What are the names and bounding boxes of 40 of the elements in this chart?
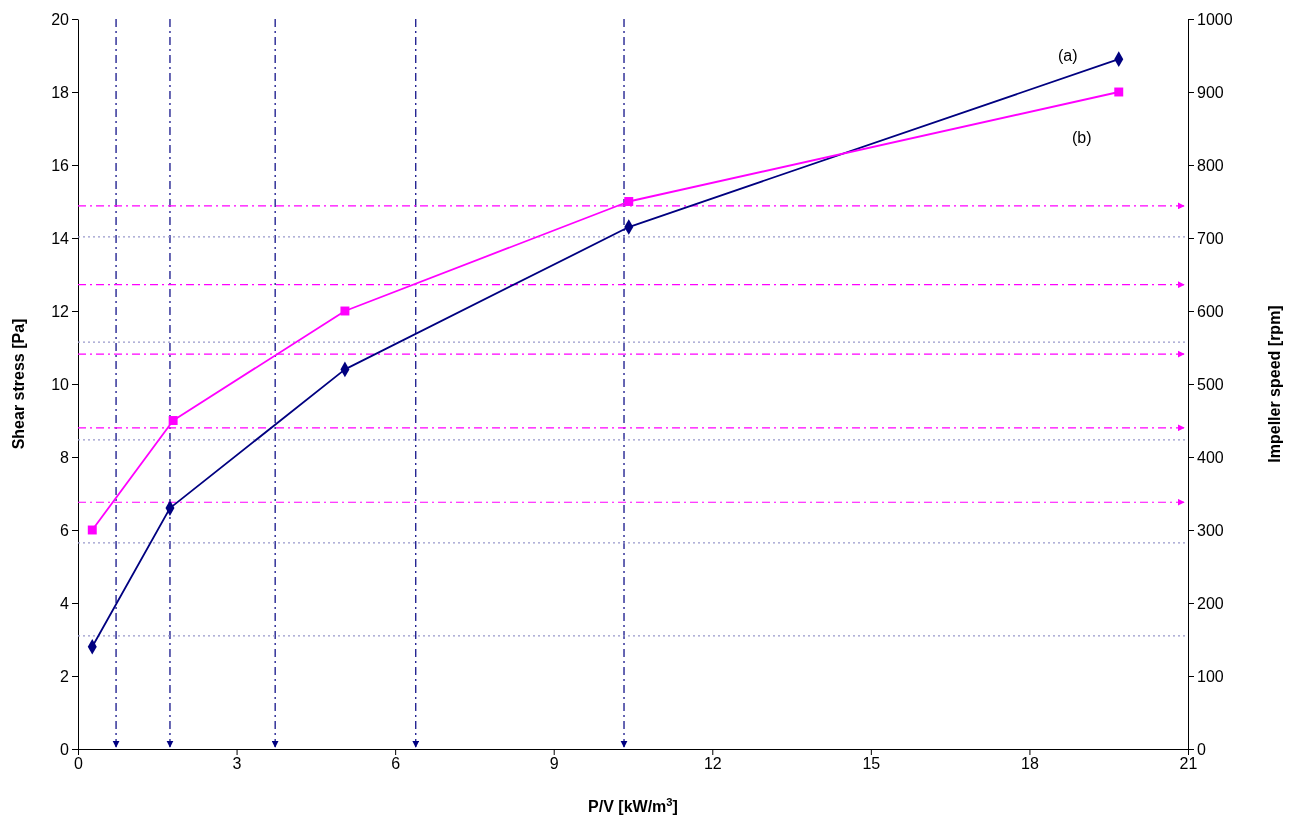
y-tick-label: 18 bbox=[51, 83, 70, 101]
y2-tick-label: 500 bbox=[1197, 375, 1224, 393]
y2-tick-label: 100 bbox=[1197, 667, 1224, 685]
y-tick-label: 0 bbox=[60, 740, 70, 758]
point bbox=[87, 525, 97, 535]
y2-axis-title: Impeller speed [rpm] bbox=[1266, 305, 1283, 463]
annotation: (a) bbox=[1057, 47, 1078, 65]
y2-tick-label: 200 bbox=[1197, 594, 1224, 612]
y2-tick-label: 900 bbox=[1197, 83, 1224, 101]
y2-tick-label: 400 bbox=[1197, 448, 1224, 466]
y-tick-label: 16 bbox=[51, 156, 70, 174]
y-tick-label: 14 bbox=[51, 229, 70, 247]
y-tick-label: 6 bbox=[60, 521, 70, 539]
y2-tick-label: 1000 bbox=[1197, 10, 1233, 28]
y2-tick-label: 300 bbox=[1197, 521, 1224, 539]
y2-tick-label: 0 bbox=[1197, 740, 1206, 758]
point bbox=[168, 416, 178, 425]
y2-tick-label: 600 bbox=[1197, 302, 1224, 320]
x-tick-label: 9 bbox=[549, 755, 559, 773]
y-tick-label: 10 bbox=[51, 375, 70, 393]
point bbox=[1114, 87, 1124, 97]
x-tick-label: 12 bbox=[703, 755, 722, 773]
x-tick-label: 6 bbox=[391, 755, 401, 773]
y-tick-label: 12 bbox=[51, 302, 70, 320]
y-tick-label: 4 bbox=[60, 594, 70, 612]
x-tick-label: 15 bbox=[862, 755, 881, 773]
x-tick-label: 0 bbox=[74, 755, 84, 773]
y-tick-label: 2 bbox=[60, 667, 70, 685]
x-tick-label: 18 bbox=[1021, 755, 1039, 773]
x-tick-label: 3 bbox=[232, 755, 242, 773]
point bbox=[624, 197, 634, 206]
y-tick-label: 20 bbox=[51, 10, 70, 28]
x-axis-title: P/V [kW/m$^{3}$] bbox=[588, 796, 678, 815]
y-axis-title: Shear stress [Pa] bbox=[10, 318, 27, 450]
y-tick-label: 8 bbox=[60, 448, 70, 466]
annotation: (b) bbox=[1071, 129, 1092, 147]
y2-tick-label: 800 bbox=[1197, 156, 1224, 174]
x-tick-label: 21 bbox=[1179, 755, 1198, 773]
y2-tick-label: 700 bbox=[1197, 229, 1224, 247]
point bbox=[340, 306, 350, 316]
